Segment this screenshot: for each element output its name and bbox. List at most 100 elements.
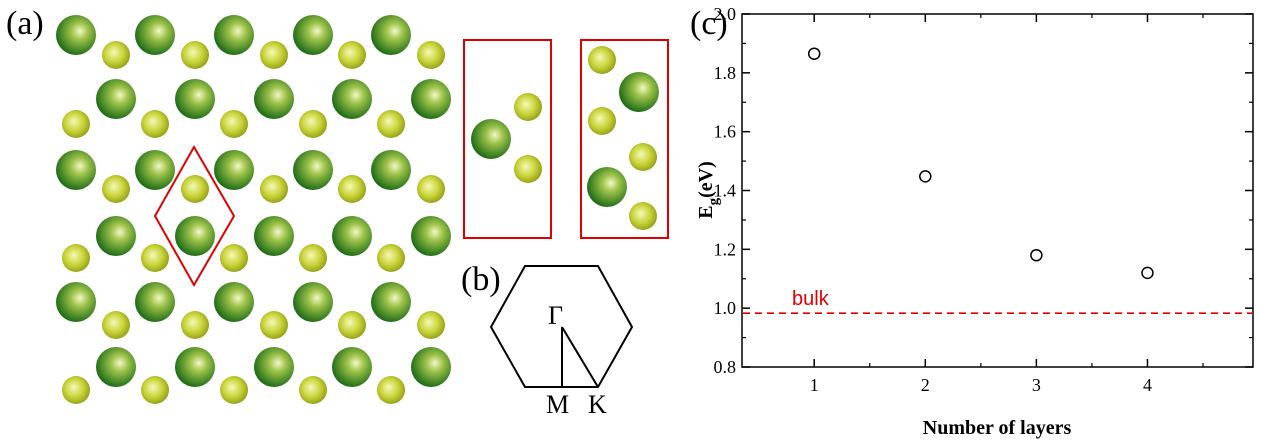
panel-b-label: (b) [461,261,501,298]
y-tick-label: 1.0 [714,298,737,318]
data-points [807,47,1154,280]
small-atom [417,175,445,203]
small-atom [338,175,366,203]
y-tick-label: 0.8 [714,357,737,377]
small-atom [62,110,90,138]
large-atom [214,150,254,190]
small-atom [141,110,169,138]
large-atom [587,167,627,207]
gamma-k-path [561,326,599,388]
large-atom [411,216,451,256]
plot-frame [741,13,1254,368]
y-tick-label: 1.4 [714,181,737,201]
panel-c-label: (c) [690,5,728,42]
small-atom [299,110,327,138]
large-atom [254,216,294,256]
large-atom [293,15,333,55]
small-atom [62,376,90,404]
small-atom [514,155,542,183]
x-tick-label: 4 [1143,375,1152,395]
y-axis-ticks: 0.8 1.0 1.2 1.4 1.6 1.8 2.0 [714,4,1253,377]
x-tick-label: 1 [810,375,819,395]
y-tick-label: 2.0 [714,4,737,24]
large-atom [619,72,659,112]
side-view-monolayer [463,39,552,239]
unit-cell-rhombus [153,144,236,288]
large-atom [214,282,254,322]
small-atom [588,107,616,135]
small-atom [220,376,248,404]
small-atom [141,244,169,272]
bulk-label: bulk [792,288,830,310]
y-tick-label: 1.6 [714,122,737,142]
panel-a-label: (a) [6,5,44,42]
small-atom [260,41,288,69]
small-atom [417,311,445,339]
large-atom [214,15,254,55]
large-atom [56,282,96,322]
small-atom [299,376,327,404]
side-view-bilayer [580,39,669,239]
m-point-label: M [546,390,569,419]
small-atom [220,244,248,272]
large-atom [175,79,215,119]
small-atom [377,244,405,272]
data-point [919,170,932,183]
small-atom [62,244,90,272]
small-atom [377,110,405,138]
data-point [1030,248,1043,262]
large-atom [135,15,175,55]
large-atom [332,347,372,387]
large-atom [371,15,411,55]
x-tick-label: 3 [1032,375,1041,395]
small-atom [588,46,616,74]
large-atom [96,79,136,119]
large-atom [56,150,96,190]
small-atom [220,110,248,138]
x-tick-label: 2 [921,375,930,395]
k-point-label: K [588,390,607,419]
small-atom [102,175,130,203]
x-axis-ticks: 1 2 3 4 [810,14,1204,395]
small-atom [417,41,445,69]
small-atom [338,41,366,69]
large-atom [96,216,136,256]
data-point [807,47,821,60]
large-atom [332,216,372,256]
small-atom [514,93,542,121]
large-atom [96,347,136,387]
large-atom [254,347,294,387]
y-tick-label: 1.2 [714,239,737,259]
band-gap-chart: 0.8 1.0 1.2 1.4 1.6 1.8 2.0 1 2 3 4 bulk Number o… [695,4,1254,439]
large-atom [175,216,215,256]
small-atom [102,311,130,339]
gamma-point-label: Γ [548,301,563,330]
small-atom [260,175,288,203]
atomic-lattice [56,15,451,404]
large-atom [332,79,372,119]
large-atom [293,282,333,322]
large-atom [135,150,175,190]
large-atom [175,347,215,387]
small-atom [181,311,209,339]
large-atom [56,15,96,55]
small-atom [629,143,657,171]
y-tick-label: 1.8 [714,63,737,83]
large-atom [371,150,411,190]
large-atom [411,347,451,387]
large-atom [471,119,511,159]
small-atom [181,175,209,203]
large-atom [293,150,333,190]
y-axis-title: Eg(eV) [695,161,722,218]
small-atom [181,41,209,69]
small-atom [338,311,366,339]
small-atom [299,244,327,272]
large-atom [371,282,411,322]
large-atom [411,79,451,119]
small-atom [629,202,657,230]
small-atom [102,41,130,69]
small-atom [377,376,405,404]
large-atom [135,282,175,322]
large-atom [254,79,294,119]
